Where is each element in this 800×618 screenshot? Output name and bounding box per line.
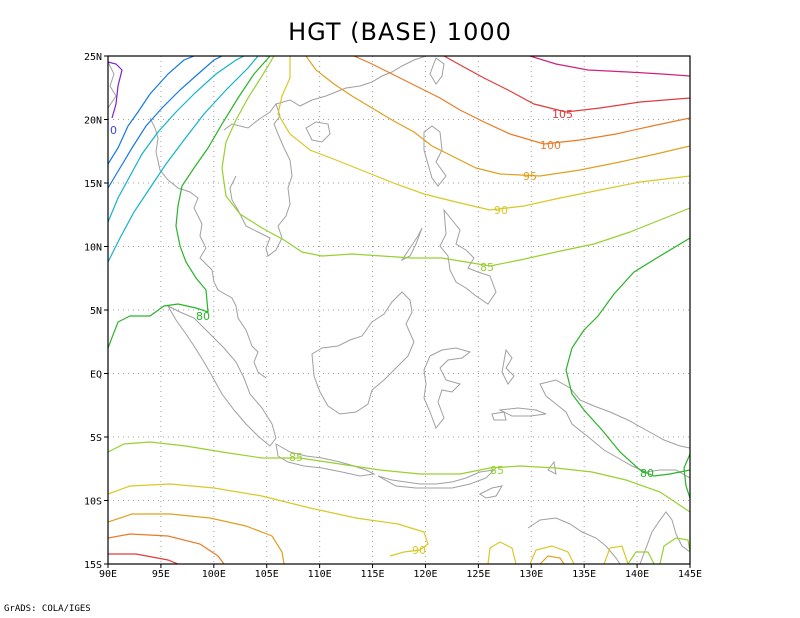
contour-blue	[108, 56, 195, 165]
contour-label-95: 95	[523, 170, 537, 183]
lat-label: 10N	[84, 243, 102, 254]
lon-label: 105E	[255, 569, 279, 580]
contour-100	[353, 56, 690, 145]
contour-label-100: 100	[540, 139, 561, 152]
lat-label: 25N	[84, 52, 102, 63]
lon-label: 110E	[308, 569, 332, 580]
coastline-india	[108, 61, 117, 109]
coastline-new-guinea	[539, 379, 690, 479]
contour-label-0: 0	[110, 124, 117, 137]
lon-label: 135E	[572, 569, 596, 580]
lon-axis-labels: 90E 95E 100E 105E 110E 115E 120E 125E 130E 135E 14…	[99, 569, 702, 580]
contour-90-north	[277, 56, 690, 211]
contour-label-85-south-west: 85	[289, 451, 303, 464]
contour-85-south	[108, 441, 690, 513]
contour-cyan	[108, 56, 245, 223]
lon-label: 100E	[202, 569, 226, 580]
contour-80-east-2	[683, 453, 690, 499]
coastline-timor	[479, 485, 504, 499]
coastline-luzon	[423, 125, 447, 187]
coastline-sulawesi	[423, 347, 472, 429]
lat-label: 10S	[84, 497, 102, 508]
coastline-south-china	[275, 56, 427, 107]
map-title: HGT (BASE) 1000	[288, 18, 512, 46]
lon-label: 115E	[360, 569, 384, 580]
coastlines	[108, 56, 690, 564]
contour-90-small-3	[603, 545, 629, 564]
coastline-borneo	[311, 291, 415, 415]
lon-label: 95E	[152, 569, 170, 580]
contour-labels: 105 100 95 90 85 80 85 85 90 80 0	[110, 108, 654, 557]
coastline-australia	[527, 511, 690, 564]
contour-95	[305, 56, 690, 177]
contour-blue-2	[108, 56, 223, 189]
contour-110	[529, 56, 690, 77]
coastline-palawan	[400, 227, 423, 262]
lat-label: 15S	[84, 560, 102, 571]
contour-105-south	[108, 553, 179, 564]
coastline-mindanao	[439, 208, 497, 305]
contour-label-80-west: 80	[196, 310, 210, 323]
contour-95-south	[108, 513, 285, 564]
coastline-mainland-west	[149, 117, 267, 379]
lat-lon-grid	[108, 56, 690, 564]
lat-label: 15N	[84, 179, 102, 190]
contour-cyan-2	[108, 56, 259, 263]
lat-axis-labels: 25N 20N 15N 10N 5N EQ 5S 10S 15S	[84, 52, 102, 571]
lon-label: 120E	[413, 569, 437, 580]
contour-label-90: 90	[494, 204, 508, 217]
contour-label-85-north: 85	[480, 261, 494, 274]
lon-label: 130E	[519, 569, 543, 580]
contour-80-east	[565, 237, 690, 477]
coastline-java	[275, 443, 376, 477]
contour-80-north	[108, 56, 271, 349]
coastline-buru	[491, 411, 507, 421]
contour-90-small-2	[529, 545, 575, 564]
contour-100-south	[108, 533, 225, 564]
lon-label: 125E	[466, 569, 490, 580]
contour-lines	[108, 56, 690, 564]
grads-credit: GrADS: COLA/IGES	[4, 604, 91, 614]
contour-105	[443, 56, 690, 113]
lon-label: 140E	[625, 569, 649, 580]
contour-85-small	[627, 537, 690, 564]
lat-label: EQ	[90, 370, 102, 381]
coastline-maluku	[501, 348, 515, 385]
contour-95-small	[539, 555, 565, 564]
lat-label: 5S	[90, 433, 102, 444]
lat-label: 5N	[90, 306, 102, 317]
lat-label: 20N	[84, 116, 102, 127]
tick-marks	[104, 55, 691, 568]
coastline-hainan	[305, 121, 331, 143]
contour-90-small-1	[487, 541, 517, 564]
contour-label-85-south-east: 85	[490, 464, 504, 477]
lon-label: 145E	[678, 569, 702, 580]
contour-purple	[108, 61, 123, 119]
coastline-sumatra	[166, 304, 277, 447]
coastline-lesser-sunda	[377, 469, 496, 489]
contour-label-105: 105	[552, 108, 573, 121]
contour-85-north	[221, 56, 690, 267]
coastline-seram	[498, 407, 547, 417]
coastline-taiwan	[429, 57, 445, 85]
lon-label: 90E	[99, 569, 117, 580]
contour-label-90-south: 90	[412, 544, 426, 557]
coastline-indochina	[223, 102, 293, 257]
contour-label-80-east: 80	[640, 467, 654, 480]
contour-90-south	[108, 483, 429, 557]
